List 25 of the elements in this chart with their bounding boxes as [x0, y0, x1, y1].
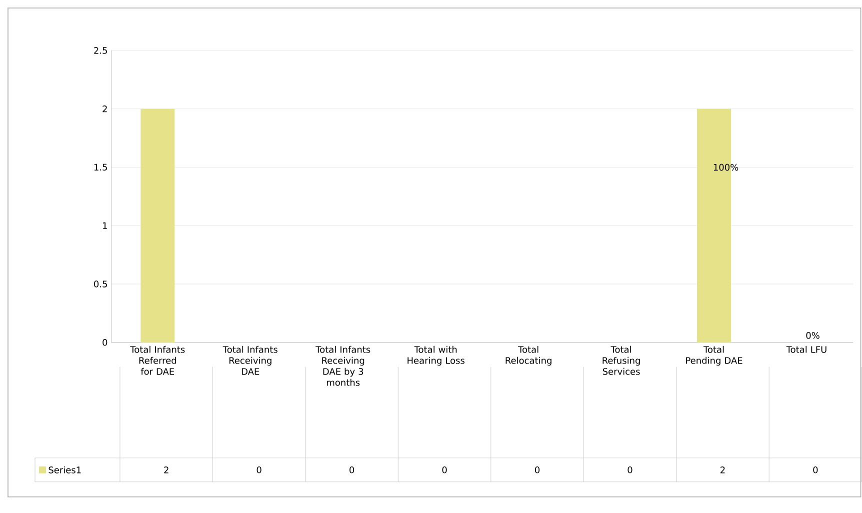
y-tick-label: 1	[103, 222, 107, 229]
data-label: 0	[813, 466, 818, 474]
annotation: 100%	[714, 164, 738, 171]
x-tick-label: Total Relocating	[506, 346, 552, 366]
data-label: 0	[534, 466, 540, 474]
y-tick-label: 0	[102, 339, 108, 346]
y-tick-label: 2	[102, 106, 107, 112]
x-tick-label: Total with Hearing Loss	[408, 346, 464, 366]
x-tick-label: Total Infants Referred for DAE	[130, 346, 185, 375]
y-tick-label: 2.5	[94, 47, 107, 54]
x-tick-label: Total Infants Receiving DAE	[222, 346, 278, 375]
x-tick-label: Total Pending DAE	[686, 346, 742, 366]
y-tick-label: 1.5	[94, 164, 107, 171]
data-label: 0	[256, 466, 262, 474]
data-label: 0	[350, 466, 354, 474]
y-tick-label: 0.5	[94, 280, 107, 288]
legend-label: Series1	[48, 466, 81, 474]
data-label: 0	[442, 466, 447, 474]
data-label: 0	[628, 466, 632, 474]
x-tick-label: Total Infants Receiving DAE by 3 months	[316, 346, 370, 386]
data-label: 2	[164, 466, 168, 474]
annotation: 0%	[806, 332, 820, 339]
x-tick-label: Total Refusing Services	[602, 346, 640, 375]
x-tick-label: Total LFU	[786, 346, 826, 353]
data-label: 2	[720, 466, 725, 474]
